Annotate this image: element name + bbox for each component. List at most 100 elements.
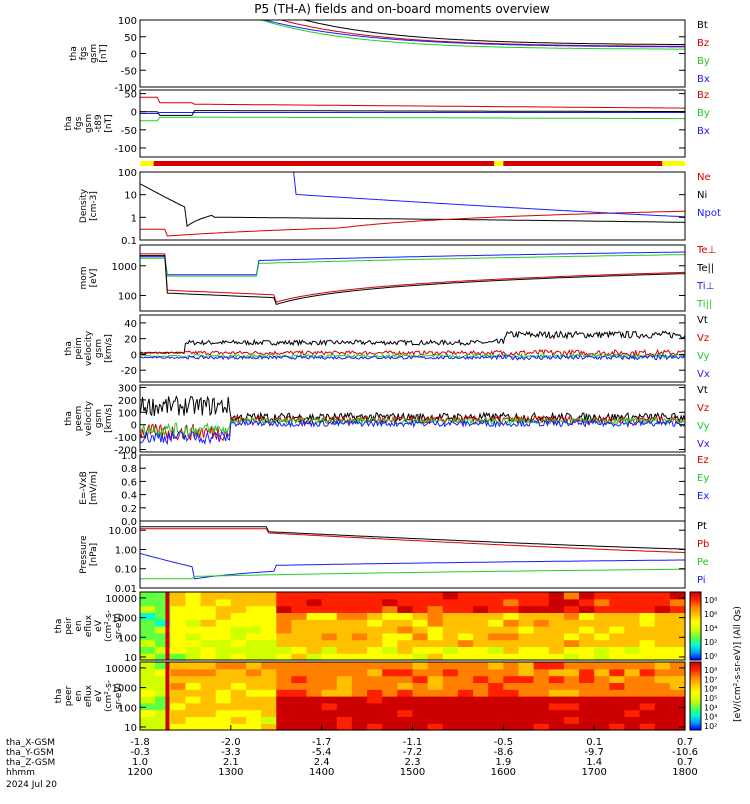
spectrogram-cell xyxy=(230,592,247,600)
spectrogram-cell xyxy=(669,598,686,607)
spectrogram-cell xyxy=(140,716,156,724)
spectrogram-cell xyxy=(155,598,171,607)
spectrogram-cell xyxy=(427,653,444,661)
panel-frame xyxy=(139,89,686,158)
spectrogram-cell xyxy=(276,682,292,690)
spectrogram-cell xyxy=(291,689,308,697)
spectrogram-cell xyxy=(140,709,156,717)
legend-entry: Bx xyxy=(697,74,710,85)
spectrogram-cell xyxy=(473,662,489,670)
colorbar-tick-label: 10⁷ xyxy=(704,675,717,684)
y-tick-label: 1.00 xyxy=(115,545,137,556)
spectrogram-cell xyxy=(669,605,686,613)
spectrogram-cell xyxy=(412,716,429,724)
spectrogram-cell xyxy=(427,646,444,654)
spectrogram-cell xyxy=(412,612,429,620)
spectrogram-cell xyxy=(457,716,474,724)
y-axis-label: tha fgs gsm -t89 [nT] xyxy=(64,114,114,133)
spectrogram-cell xyxy=(261,682,277,690)
spectrogram-cell xyxy=(473,682,489,690)
colorbar-label: [eV/(cm²-s-sr-eV)] (All Qs) xyxy=(733,606,743,722)
spectrogram-cell xyxy=(609,639,625,647)
panel-fgs: 100 50 0 -50 -100 tha fgs gsm [nT] Bt Bz By Bx xyxy=(69,16,710,94)
spectrogram-cell xyxy=(609,689,625,697)
svg-text:gsm: gsm xyxy=(94,409,104,428)
spectrogram-cell xyxy=(215,598,232,607)
svg-text:peem: peem xyxy=(74,406,84,432)
spectrogram-cell xyxy=(200,632,217,641)
x-tick-label: -7.2 xyxy=(403,747,423,758)
spectrogram-cell xyxy=(457,689,474,697)
spectrogram-cell xyxy=(563,598,580,607)
spectrogram-cell xyxy=(639,639,656,647)
spectrogram-cell xyxy=(473,653,489,661)
spectrogram-cell xyxy=(306,605,323,613)
spectrogram-cell xyxy=(579,675,595,683)
spectrogram-cell xyxy=(155,646,171,654)
y-axis-label: tha peir en eflux eV (cm²-s-sr-eV) xyxy=(54,610,124,642)
legend-entry: Ez xyxy=(697,455,709,466)
panel-density: 100 10 1 0.1 Density [cm-3] Ne Ni Npot xyxy=(79,168,721,247)
x-tick-label: 1.0 xyxy=(132,757,148,768)
spectrogram-cell xyxy=(382,709,398,717)
spectrogram-cell xyxy=(457,598,474,607)
spectrogram-cell xyxy=(382,682,398,690)
spectrogram-cell xyxy=(170,696,186,704)
spectrogram-cell xyxy=(548,605,565,613)
spectrogram-cell xyxy=(533,639,550,647)
mode-bar xyxy=(140,161,685,166)
x-tick-label: -0.5 xyxy=(494,737,514,748)
spectrogram-cell xyxy=(579,668,595,677)
spectrogram-cell xyxy=(412,646,429,654)
mode-bar-segment xyxy=(140,161,154,166)
spectrogram-cell xyxy=(442,668,459,677)
spectrogram-cell xyxy=(261,716,277,724)
legend-entry: Vt xyxy=(697,315,708,326)
spectrogram-cell xyxy=(442,696,459,704)
spectrogram-cell xyxy=(609,696,625,704)
spectrogram-cell xyxy=(503,723,519,731)
spectrogram-cell xyxy=(185,716,202,724)
spectrogram-cell xyxy=(548,723,565,731)
y-tick-label: 10 xyxy=(124,723,137,734)
spectrogram-cell xyxy=(473,723,489,731)
spectrogram-cell xyxy=(639,723,656,731)
y-tick-label: -100 xyxy=(114,83,137,94)
spectrogram-cell xyxy=(503,592,519,600)
spectrogram-cell xyxy=(246,605,262,613)
y-tick-label: 0 xyxy=(131,50,137,61)
spectrogram-cell xyxy=(246,716,262,724)
spectrogram-cell xyxy=(397,619,414,627)
spectrogram-cell xyxy=(503,653,519,661)
spectrogram-cell xyxy=(624,639,641,647)
spectrogram-cell xyxy=(336,639,353,647)
spectrogram-cell xyxy=(427,702,444,711)
spectrogram-cell xyxy=(397,675,414,683)
spectrogram-cell xyxy=(457,592,474,600)
spectrogram-cell xyxy=(261,619,277,627)
spectrogram-cell xyxy=(563,612,580,620)
svg-text:mom: mom xyxy=(79,266,89,289)
spectrogram-cell xyxy=(563,723,580,731)
spectrogram-cell xyxy=(624,619,641,627)
y-axis-label: Density [cm-3] xyxy=(79,188,99,223)
spectrogram-cell xyxy=(669,702,686,711)
spectrogram-cell xyxy=(336,662,353,670)
spectrogram-cell xyxy=(246,662,262,670)
spectrogram-cell xyxy=(246,668,262,677)
spectrogram-cell xyxy=(336,702,353,711)
spectrogram-cell xyxy=(185,689,202,697)
spectrogram-cell xyxy=(321,709,338,717)
spectrogram-cell xyxy=(579,639,595,647)
spectrogram-cell xyxy=(185,709,202,717)
spectrogram-cell xyxy=(488,612,504,620)
spectrogram-cell xyxy=(639,675,656,683)
spectrogram-cell xyxy=(518,682,535,690)
x-tick-label: 1400 xyxy=(309,767,334,778)
spectrogram-cell xyxy=(155,612,171,620)
spectrogram-cell xyxy=(336,605,353,613)
spectrogram-cell xyxy=(397,716,414,724)
